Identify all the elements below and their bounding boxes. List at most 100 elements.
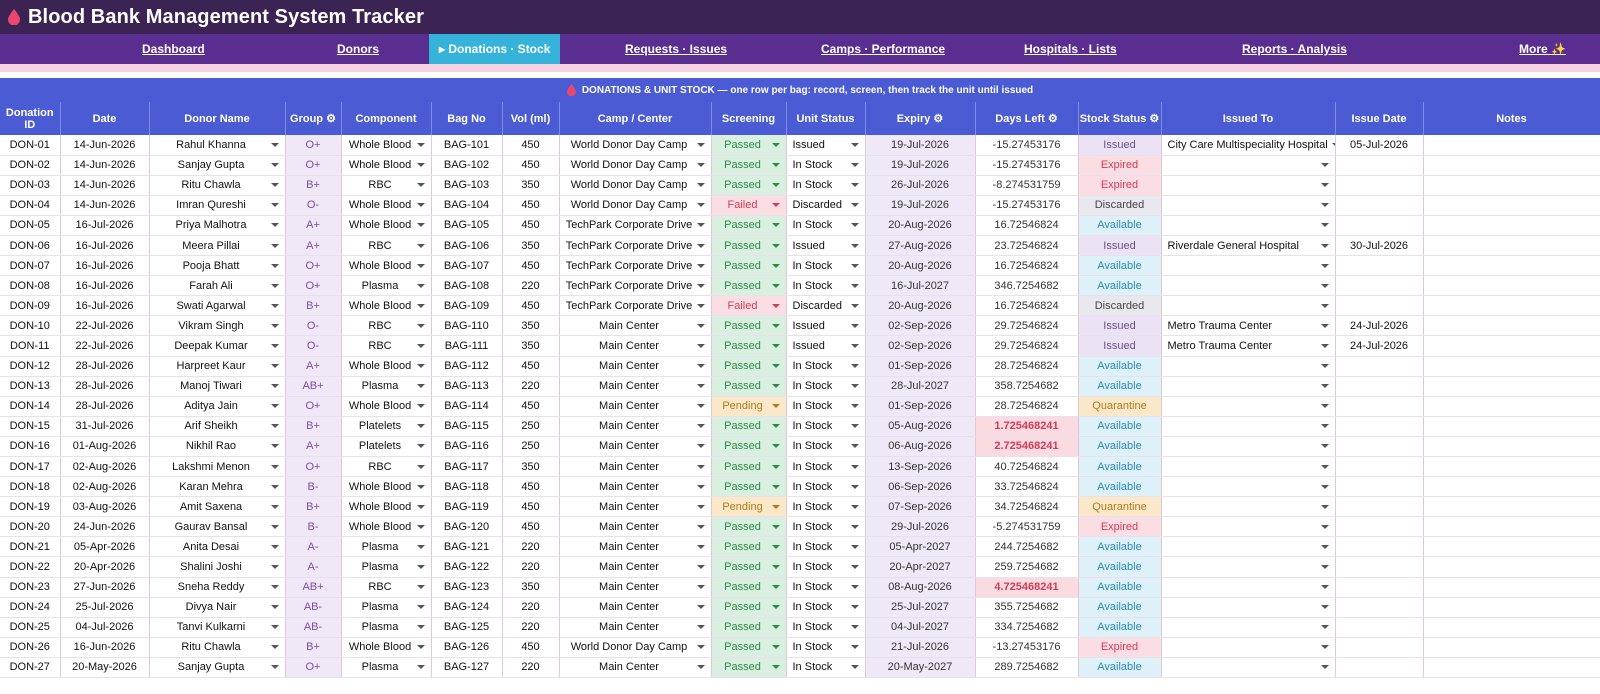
dropdown-arrow-icon[interactable] (270, 565, 279, 570)
donor-name[interactable]: Nikhil Rao (149, 436, 286, 458)
unit-status[interactable]: In Stock (786, 496, 866, 518)
dropdown-arrow-icon[interactable] (696, 645, 705, 650)
dropdown-arrow-icon[interactable] (696, 183, 705, 188)
dropdown-arrow-icon[interactable] (1320, 163, 1329, 168)
component[interactable]: Whole Blood (341, 476, 432, 498)
dropdown-arrow-icon[interactable] (416, 404, 425, 409)
dropdown-arrow-icon[interactable] (270, 585, 279, 590)
component[interactable]: Plasma (341, 597, 432, 618)
dropdown-arrow-icon[interactable] (270, 364, 279, 369)
camp-center[interactable]: TechPark Corporate Drive (559, 295, 712, 317)
camp-center[interactable]: World Donor Day Camp (559, 175, 712, 196)
unit-status[interactable]: In Stock (786, 577, 866, 598)
nav-tab-6[interactable]: Reports · Analysis (1242, 42, 1347, 56)
dropdown-arrow-icon[interactable] (1320, 504, 1329, 509)
dropdown-arrow-icon[interactable] (696, 243, 705, 248)
dropdown-arrow-icon[interactable] (1320, 484, 1329, 489)
unit-status[interactable]: In Stock (786, 456, 866, 478)
dropdown-arrow-icon[interactable] (416, 484, 425, 489)
dropdown-arrow-icon[interactable] (771, 223, 780, 228)
dropdown-arrow-icon[interactable] (416, 203, 425, 208)
dropdown-arrow-icon[interactable] (696, 585, 705, 590)
camp-center[interactable]: Main Center (559, 416, 712, 437)
issued-to[interactable] (1161, 255, 1336, 277)
column-header[interactable]: Donor Name (149, 102, 286, 135)
dropdown-arrow-icon[interactable] (270, 303, 279, 308)
screening[interactable]: Passed (711, 556, 787, 578)
dropdown-arrow-icon[interactable] (850, 263, 859, 268)
unit-status[interactable]: In Stock (786, 376, 866, 397)
issued-to[interactable] (1161, 556, 1336, 578)
dropdown-arrow-icon[interactable] (850, 585, 859, 590)
nav-tab-7[interactable]: More ✨ (1519, 42, 1566, 56)
donor-name[interactable]: Harpreet Kaur (149, 356, 286, 377)
donor-name[interactable]: Arif Sheikh (149, 416, 286, 437)
unit-status[interactable]: In Stock (786, 255, 866, 277)
column-header[interactable]: Screening (711, 102, 787, 135)
dropdown-arrow-icon[interactable] (416, 524, 425, 529)
dropdown-arrow-icon[interactable] (696, 565, 705, 570)
dropdown-arrow-icon[interactable] (771, 243, 780, 248)
issued-to[interactable]: Metro Trauma Center (1161, 315, 1336, 337)
dropdown-arrow-icon[interactable] (416, 243, 425, 248)
dropdown-arrow-icon[interactable] (696, 343, 705, 348)
dropdown-arrow-icon[interactable] (416, 605, 425, 610)
dropdown-arrow-icon[interactable] (416, 323, 425, 328)
nav-tab-1[interactable]: Donors (337, 42, 379, 56)
dropdown-arrow-icon[interactable] (771, 645, 780, 650)
dropdown-arrow-icon[interactable] (1320, 243, 1329, 248)
unit-status[interactable]: Issued (786, 335, 866, 357)
issued-to[interactable] (1161, 416, 1336, 437)
dropdown-arrow-icon[interactable] (270, 524, 279, 529)
dropdown-arrow-icon[interactable] (696, 384, 705, 389)
dropdown-arrow-icon[interactable] (850, 142, 859, 147)
screening[interactable]: Passed (711, 255, 787, 277)
dropdown-arrow-icon[interactable] (416, 444, 425, 449)
dropdown-arrow-icon[interactable] (270, 544, 279, 549)
dropdown-arrow-icon[interactable] (416, 303, 425, 308)
component[interactable]: Plasma (341, 556, 432, 578)
component[interactable]: RBC (341, 335, 432, 357)
dropdown-arrow-icon[interactable] (416, 142, 425, 147)
camp-center[interactable]: World Donor Day Camp (559, 135, 712, 156)
dropdown-arrow-icon[interactable] (771, 444, 780, 449)
donor-name[interactable]: Priya Malhotra (149, 215, 286, 236)
dropdown-arrow-icon[interactable] (416, 565, 425, 570)
unit-status[interactable]: In Stock (786, 516, 866, 538)
screening[interactable]: Passed (711, 135, 787, 156)
component[interactable]: Whole Blood (341, 516, 432, 538)
donor-name[interactable]: Aditya Jain (149, 396, 286, 417)
screening[interactable]: Passed (711, 476, 787, 498)
unit-status[interactable]: In Stock (786, 275, 866, 297)
unit-status[interactable]: In Stock (786, 416, 866, 437)
column-header[interactable]: Bag No (431, 102, 503, 135)
issued-to[interactable] (1161, 376, 1336, 397)
component[interactable]: Whole Blood (341, 195, 432, 216)
dropdown-arrow-icon[interactable] (1320, 424, 1329, 429)
dropdown-arrow-icon[interactable] (416, 424, 425, 429)
dropdown-arrow-icon[interactable] (850, 404, 859, 409)
dropdown-arrow-icon[interactable] (696, 163, 705, 168)
dropdown-arrow-icon[interactable] (771, 464, 780, 469)
dropdown-arrow-icon[interactable] (696, 263, 705, 268)
issued-to[interactable] (1161, 295, 1336, 317)
issued-to[interactable] (1161, 617, 1336, 638)
screening[interactable]: Failed (711, 195, 787, 216)
dropdown-arrow-icon[interactable] (850, 484, 859, 489)
column-header[interactable]: Unit Status (786, 102, 866, 135)
dropdown-arrow-icon[interactable] (416, 364, 425, 369)
issued-to[interactable]: City Care Multispeciality Hospital (1161, 135, 1336, 156)
dropdown-arrow-icon[interactable] (1320, 605, 1329, 610)
unit-status[interactable]: In Stock (786, 436, 866, 458)
unit-status[interactable]: In Stock (786, 175, 866, 196)
unit-status[interactable]: In Stock (786, 356, 866, 377)
dropdown-arrow-icon[interactable] (1320, 544, 1329, 549)
donor-name[interactable]: Karan Mehra (149, 476, 286, 498)
donor-name[interactable]: Gaurav Bansal (149, 516, 286, 538)
dropdown-arrow-icon[interactable] (771, 142, 780, 147)
component[interactable]: Platelets (341, 416, 432, 437)
dropdown-arrow-icon[interactable] (1320, 303, 1329, 308)
dropdown-arrow-icon[interactable] (416, 464, 425, 469)
donor-name[interactable]: Shalini Joshi (149, 556, 286, 578)
dropdown-arrow-icon[interactable] (850, 645, 859, 650)
